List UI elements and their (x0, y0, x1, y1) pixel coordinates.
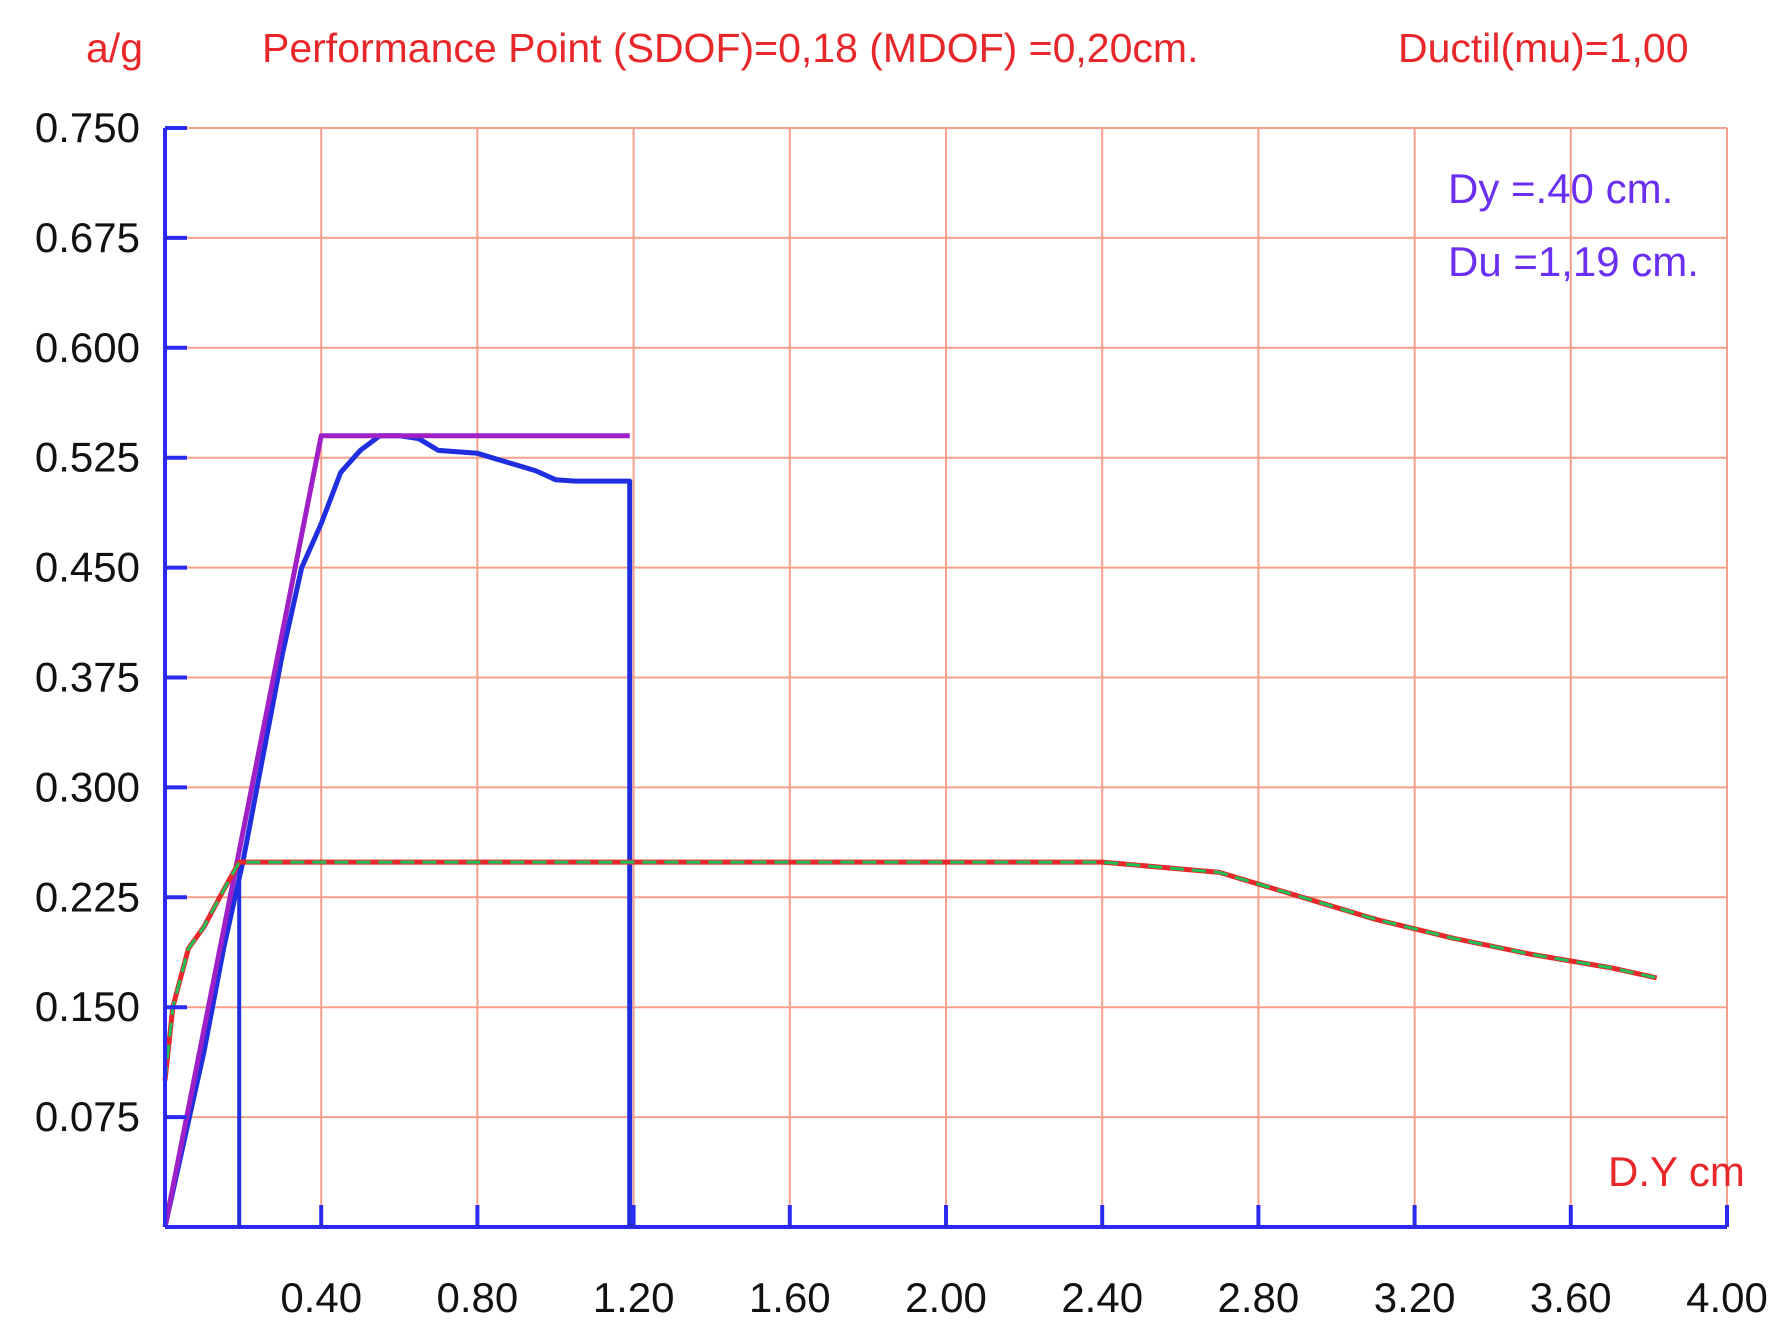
du-annotation: Du =1,19 cm. (1448, 238, 1699, 285)
y-tick-label: 0.150 (35, 983, 140, 1030)
x-tick-label: 2.80 (1218, 1274, 1300, 1321)
y-tick-label: 0.300 (35, 763, 140, 810)
x-axis-label: D.Y cm (1608, 1148, 1745, 1195)
series-line-capacity (162, 433, 633, 1228)
x-tick-label: 1.60 (749, 1274, 831, 1321)
y-axis-label: a/g (86, 25, 143, 71)
y-tick-label: 0.450 (35, 544, 140, 591)
grid (165, 127, 1728, 1228)
x-tick-label: 2.40 (1061, 1274, 1143, 1321)
y-tick-label: 0.075 (35, 1093, 140, 1140)
y-tick-label: 0.375 (35, 654, 140, 701)
x-tick-label: 0.80 (437, 1274, 519, 1321)
x-tick-label: 1.20 (593, 1274, 675, 1321)
x-tick-label: 0.40 (280, 1274, 362, 1321)
performance-point-label: Performance Point (SDOF)=0,18 (MDOF) =0,… (262, 25, 1198, 71)
y-tick-label: 0.225 (35, 873, 140, 920)
dy-annotation: Dy =.40 cm. (1448, 165, 1673, 212)
ductility-label: Ductil(mu)=1,00 (1398, 25, 1689, 71)
series-line-demand-red (162, 859, 1658, 1081)
y-tick-label: 0.675 (35, 214, 140, 261)
x-tick-label: 2.00 (905, 1274, 987, 1321)
axes (163, 126, 1729, 1229)
x-tick-labels: 0.40 0.80 1.20 1.60 2.00 2.40 2.80 3.20 3.60 4.00 (280, 1274, 1768, 1321)
x-tick-label: 4.00 (1686, 1274, 1768, 1321)
y-tick-label: 0.750 (35, 104, 140, 151)
x-tick-label: 3.20 (1374, 1274, 1456, 1321)
x-tick-label: 3.60 (1530, 1274, 1612, 1321)
series-line-demand-green (163, 860, 1658, 1081)
y-tick-label: 0.525 (35, 434, 140, 481)
y-tick-labels: 0.750 0.675 0.600 0.525 0.450 0.375 0.300 0.225… (35, 104, 140, 1140)
series-line-bilinear (162, 433, 630, 1228)
y-tick-label: 0.600 (35, 324, 140, 371)
series-group (162, 433, 1658, 1228)
